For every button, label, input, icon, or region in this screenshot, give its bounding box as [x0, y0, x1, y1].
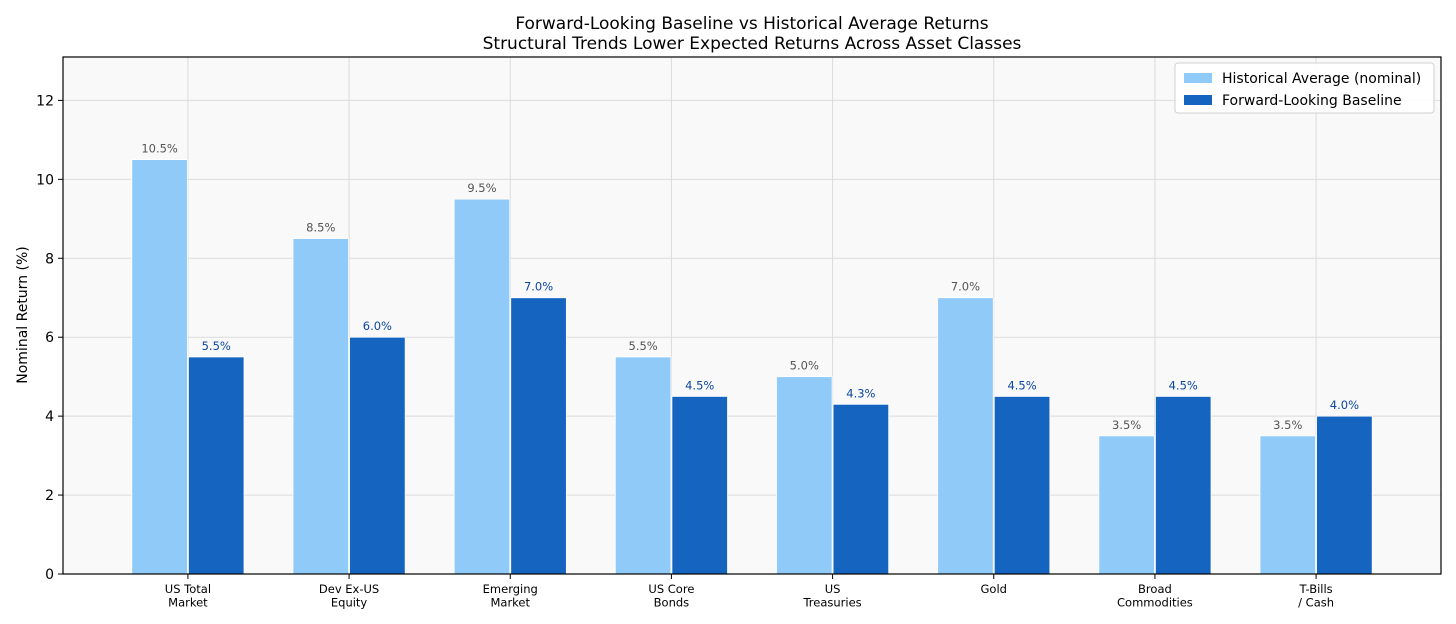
x-tick-label: US Total Market — [165, 582, 211, 610]
bar-forward — [1155, 396, 1212, 575]
data-label-forward: 4.0% — [1330, 398, 1359, 412]
x-tick-label: US Treasuries — [802, 582, 861, 610]
legend-label: Historical Average (nominal) — [1222, 71, 1421, 87]
bar-historical — [614, 356, 672, 575]
x-tick-label: US Core Bonds — [648, 582, 694, 610]
data-label-forward: 5.5% — [202, 339, 231, 353]
x-tick-label: T-Bills / Cash — [1298, 582, 1334, 610]
data-label-historical: 3.5% — [1112, 418, 1141, 432]
x-tick-label-line: Equity — [331, 596, 368, 610]
x-tick-label-line: Bonds — [654, 596, 690, 610]
y-tick-label: 4 — [45, 409, 54, 425]
y-axis-ticks: 0 2 4 6 8 10 12 — [36, 93, 63, 583]
y-tick-label: 6 — [45, 330, 54, 346]
x-tick-label: Broad Commodities — [1117, 582, 1193, 610]
x-tick-label: Emerging Market — [483, 582, 538, 610]
y-tick-label: 2 — [45, 488, 54, 504]
chart-subtitle: Structural Trends Lower Expected Returns… — [483, 34, 1022, 54]
bar-historical — [1098, 435, 1155, 575]
plot-area — [63, 57, 1441, 574]
x-tick-label-line: Gold — [981, 582, 1007, 596]
data-label-historical: 9.5% — [467, 181, 496, 195]
y-tick-label: 8 — [45, 251, 54, 267]
legend-swatch — [1184, 95, 1212, 105]
legend-label: Forward-Looking Baseline — [1222, 93, 1402, 109]
y-axis-label: Nominal Return (%) — [15, 246, 31, 384]
plot-background — [63, 57, 1441, 574]
bar-historical — [131, 159, 188, 575]
bar-historical — [1259, 435, 1316, 575]
data-label-forward: 6.0% — [363, 319, 392, 333]
data-label-historical: 5.0% — [790, 359, 819, 373]
x-tick-label-line: / Cash — [1298, 596, 1334, 610]
bar-forward — [188, 356, 245, 575]
bar-historical — [937, 297, 994, 575]
x-tick-label-line: Market — [168, 596, 208, 610]
y-tick-label: 0 — [45, 567, 54, 583]
bar-historical — [453, 198, 511, 575]
data-label-forward: 7.0% — [524, 280, 553, 294]
legend-swatch — [1184, 73, 1212, 83]
bar-forward — [671, 396, 728, 575]
data-label-forward: 4.5% — [685, 378, 714, 392]
y-tick-label: 10 — [36, 172, 54, 188]
plot-frame — [62, 56, 1442, 575]
bars — [131, 159, 1373, 575]
x-tick-label-line: US — [825, 582, 841, 596]
legend: Historical Average (nominal) Forward-Look… — [1174, 62, 1435, 114]
data-label-forward: 4.3% — [846, 386, 875, 400]
x-tick-label-line: Commodities — [1117, 596, 1193, 610]
data-label-historical: 7.0% — [951, 280, 980, 294]
x-tick-label-line: Treasuries — [802, 596, 861, 610]
x-tick-label-line: US Total — [165, 582, 211, 596]
bar-forward — [349, 336, 406, 575]
bar-forward — [993, 396, 1051, 575]
x-tick-label-line: US Core — [648, 582, 694, 596]
bar-forward — [510, 297, 567, 575]
x-tick-label-line: Emerging — [483, 582, 538, 596]
legend-box — [1174, 62, 1435, 114]
data-label-historical: 8.5% — [306, 221, 335, 235]
x-tick-label-line: T-Bills — [1298, 582, 1332, 596]
bar-forward — [1316, 415, 1373, 575]
data-label-forward: 4.5% — [1169, 378, 1198, 392]
bar-historical — [292, 238, 349, 575]
bar-forward — [832, 403, 890, 575]
data-label-historical: 10.5% — [141, 142, 178, 156]
data-label-historical: 3.5% — [1273, 418, 1302, 432]
data-label-historical: 5.5% — [629, 339, 658, 353]
x-tick-label: Dev Ex-US Equity — [319, 582, 379, 610]
chart-title: Forward-Looking Baseline vs Historical A… — [515, 14, 988, 34]
y-tick-label: 12 — [36, 93, 54, 109]
x-tick-label-line: Broad — [1138, 582, 1172, 596]
x-tick-label-line: Market — [490, 596, 530, 610]
x-tick-label-line: Dev Ex-US — [319, 582, 379, 596]
x-tick-label: Gold — [981, 582, 1007, 596]
data-label-forward: 4.5% — [1007, 378, 1036, 392]
data-labels: 10.5% 8.5% 9.5% 5.5% 5.0% 7.0% 3.5% 3.5% 5.5% 6.0… — [141, 142, 1359, 432]
bar-historical — [776, 376, 833, 575]
